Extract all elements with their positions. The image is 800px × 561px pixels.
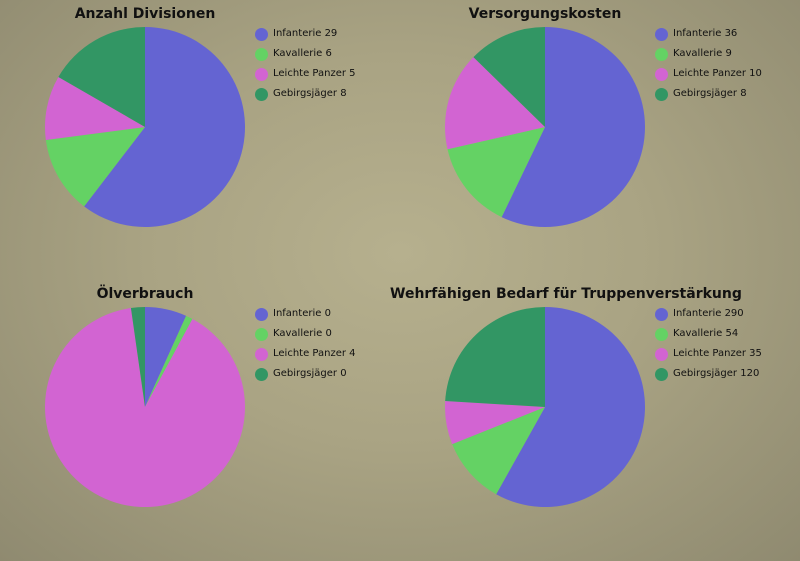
chart-title: Wehrfähigen Bedarf für Truppenverstärkun…: [390, 286, 742, 302]
chart-title: Versorgungskosten: [468, 6, 622, 22]
pie-slice-gebirgsjaeger: [130, 307, 145, 407]
chart-title: Anzahl Divisionen: [74, 6, 216, 22]
legend-label: Leichte Panzer 35: [673, 348, 762, 359]
legend-swatch: [655, 328, 668, 341]
pie-chart: [44, 307, 245, 507]
legend-swatch: [655, 348, 668, 361]
legend-label: Kavallerie 0: [273, 328, 332, 339]
chart-panel-oelverbrauch: Ölverbrauch Infanterie 0 Kavallerie 0 Le…: [0, 280, 400, 560]
legend-swatch: [255, 68, 268, 81]
pie-slice-gebirgsjaeger: [473, 27, 545, 127]
legend-swatch: [655, 368, 668, 381]
chart-panel-versorgungskosten: Versorgungskosten Infanterie 36 Kavaller…: [400, 0, 800, 280]
legend-label: Infanterie 290: [673, 308, 744, 319]
pie-slice-leichte-panzer: [45, 77, 146, 141]
legend-label: Leichte Panzer 10: [673, 68, 762, 79]
pie-slice-leichte-panzer: [445, 401, 545, 445]
pie-slice-kavallerie: [447, 127, 545, 218]
legend-label: Gebirgsjäger 0: [273, 368, 347, 379]
legend-label: Kavallerie 6: [273, 48, 332, 59]
legend-swatch: [255, 88, 268, 101]
pie-slice-kavallerie: [145, 315, 193, 407]
legend-swatch: [655, 48, 668, 61]
pie-slice-kavallerie: [45, 127, 145, 207]
legend-label: Infanterie 29: [273, 28, 338, 39]
legend-label: Gebirgsjäger 8: [273, 88, 347, 99]
legend-swatch: [655, 28, 668, 41]
legend-swatch: [255, 308, 268, 321]
legend-label: Leichte Panzer 5: [273, 68, 356, 79]
legend-swatch: [655, 88, 668, 101]
pie-slice-gebirgsjaeger: [58, 27, 145, 127]
pie-chart: [45, 27, 245, 227]
legend-swatch: [255, 368, 268, 381]
pie-chart: [445, 307, 645, 507]
legend-label: Kavallerie 54: [673, 328, 739, 339]
legend-swatch: [255, 28, 268, 41]
chart-panel-wehrfaehigen-bedarf: Wehrfähigen Bedarf für Truppenverstärkun…: [390, 280, 800, 560]
pie-slice-infanterie: [84, 27, 245, 227]
chart-panel-anzahl-divisionen: Anzahl Divisionen Infanterie 29 Kavaller…: [0, 0, 400, 280]
pie-chart: [445, 27, 645, 228]
pie-slice-leichte-panzer: [445, 57, 545, 150]
legend-label: Infanterie 36: [673, 28, 738, 39]
pie-slice-infanterie: [145, 307, 187, 407]
legend-swatch: [655, 308, 668, 321]
pie-slice-gebirgsjaeger: [445, 307, 545, 407]
pie-slice-leichte-panzer: [44, 307, 245, 507]
pie-slice-kavallerie: [452, 407, 545, 495]
legend-swatch: [655, 68, 668, 81]
legend-label: Gebirgsjäger 120: [673, 368, 760, 379]
legend-swatch: [255, 348, 268, 361]
legend-label: Gebirgsjäger 8: [673, 88, 747, 99]
legend-swatch: [255, 328, 268, 341]
legend-label: Leichte Panzer 4: [273, 348, 356, 359]
pie-slice-infanterie: [501, 27, 645, 228]
pie-slice-infanterie: [496, 307, 645, 507]
legend-swatch: [255, 48, 268, 61]
chart-title: Ölverbrauch: [96, 286, 194, 302]
legend-label: Kavallerie 9: [673, 48, 732, 59]
legend-label: Infanterie 0: [273, 308, 331, 319]
